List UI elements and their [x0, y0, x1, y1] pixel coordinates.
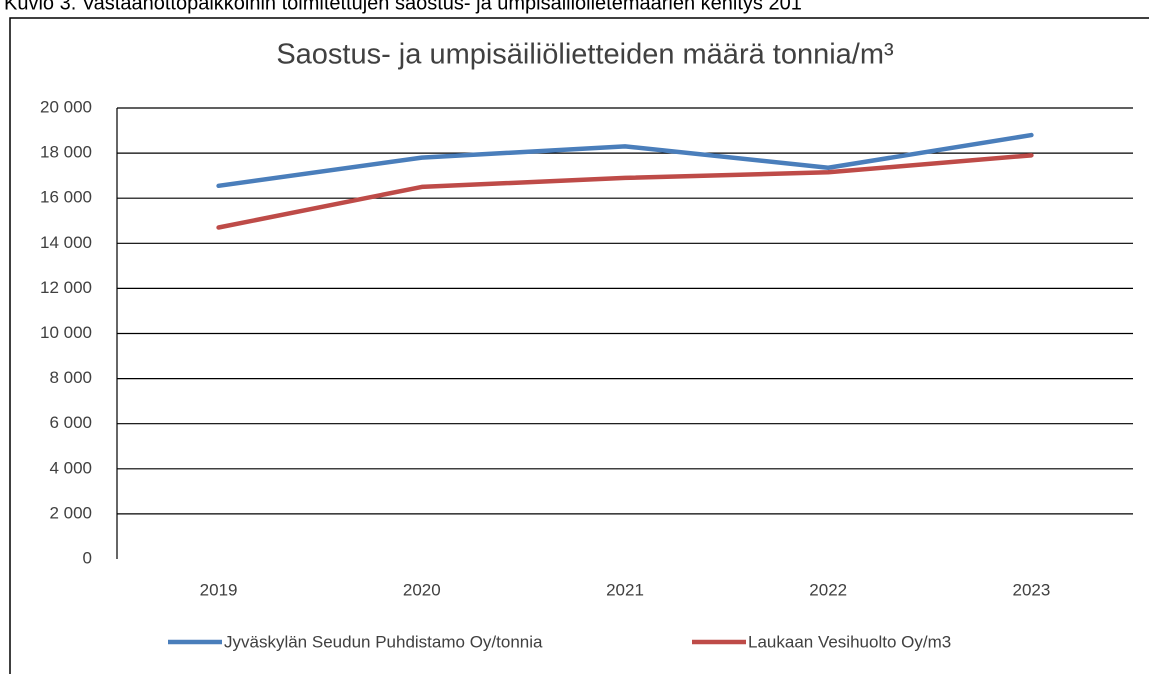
- chart-title: Saostus- ja umpisäiliölietteiden määrä t…: [276, 39, 894, 71]
- y-tick-label: 14 000: [40, 233, 92, 252]
- legend-label: Jyväskylän Seudun Puhdistamo Oy/tonnia: [224, 632, 543, 651]
- x-tick-label: 2022: [809, 580, 847, 599]
- x-tick-label: 2019: [200, 580, 238, 599]
- y-tick-label: 0: [83, 548, 92, 567]
- chart-frame: [9, 17, 1149, 674]
- y-tick-label: 16 000: [40, 188, 92, 207]
- series-line: [216, 132, 1034, 189]
- x-tick-label: 2023: [1012, 580, 1050, 599]
- legend-label: Laukaan Vesihuolto Oy/m3: [748, 632, 951, 651]
- y-tick-label: 2 000: [49, 503, 92, 522]
- y-tick-label: 20 000: [40, 97, 92, 116]
- y-tick-label: 4 000: [49, 458, 92, 477]
- y-tick-label: 18 000: [40, 143, 92, 162]
- y-tick-label: 8 000: [49, 368, 92, 387]
- series-line: [216, 153, 1034, 230]
- caption: Kuvio 3. Vastaanottopaikkoihin toimitett…: [4, 0, 802, 14]
- x-tick-label: 2020: [403, 580, 441, 599]
- y-tick-label: 10 000: [40, 323, 92, 342]
- y-tick-label: 6 000: [49, 413, 92, 432]
- x-tick-label: 2021: [606, 580, 644, 599]
- y-tick-label: 12 000: [40, 278, 92, 297]
